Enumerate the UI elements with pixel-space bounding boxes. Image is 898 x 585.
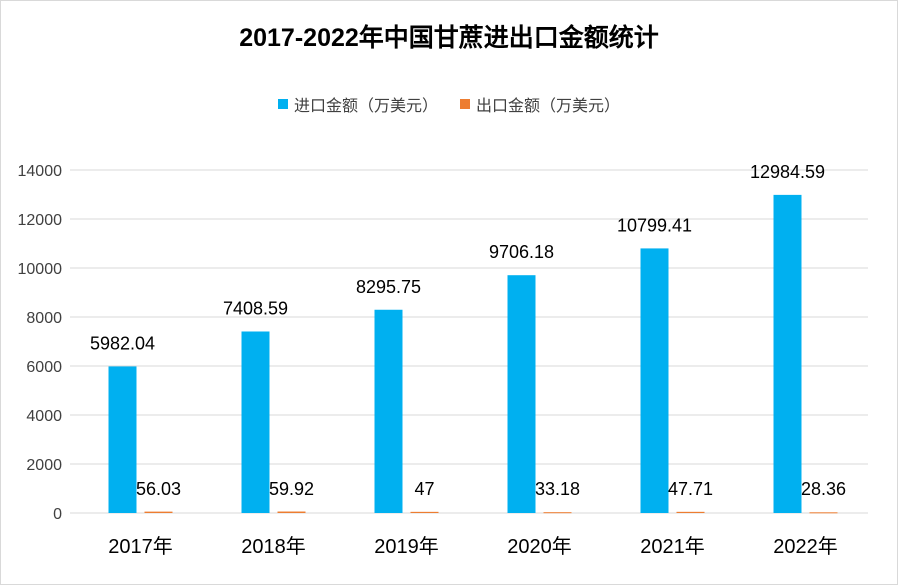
bar-export bbox=[809, 512, 838, 514]
data-label-export: 47 bbox=[414, 479, 434, 499]
data-label-import: 5982.04 bbox=[90, 333, 155, 353]
legend-swatch-export bbox=[460, 99, 470, 109]
bar-export bbox=[144, 511, 173, 513]
data-label-export: 56.03 bbox=[136, 479, 181, 499]
y-tick-label: 6000 bbox=[26, 359, 62, 376]
y-tick-label: 0 bbox=[53, 506, 62, 523]
legend-label-import: 进口金额（万美元） bbox=[293, 98, 438, 115]
legend-label-export: 出口金额（万美元） bbox=[476, 98, 621, 115]
bar-import bbox=[108, 366, 137, 513]
x-tick-label: 2019年 bbox=[374, 535, 439, 558]
data-label-import: 9706.18 bbox=[489, 242, 554, 262]
bar-export bbox=[410, 511, 439, 513]
data-label-export: 47.71 bbox=[668, 479, 713, 499]
bar-import bbox=[507, 275, 536, 513]
bar-export bbox=[676, 511, 705, 513]
y-tick-label: 10000 bbox=[18, 261, 63, 278]
data-label-export: 59.92 bbox=[269, 479, 314, 499]
data-label-import: 12984.59 bbox=[750, 162, 825, 182]
bar-export bbox=[277, 511, 306, 513]
x-tick-label: 2022年 bbox=[773, 535, 838, 558]
chart-title: 2017-2022年中国甘蔗进出口金额统计 bbox=[239, 24, 659, 52]
bar-import bbox=[374, 309, 403, 513]
data-label-import: 10799.41 bbox=[617, 215, 692, 235]
x-tick-label: 2020年 bbox=[507, 535, 572, 558]
data-label-export: 28.36 bbox=[801, 479, 846, 499]
y-tick-label: 8000 bbox=[26, 310, 62, 327]
bar-export bbox=[543, 512, 572, 514]
legend-item-export: 出口金额（万美元） bbox=[460, 92, 620, 116]
x-tick-label: 2017年 bbox=[108, 535, 173, 558]
x-tick-label: 2021年 bbox=[640, 535, 705, 558]
y-tick-label: 2000 bbox=[26, 457, 62, 474]
bar-import bbox=[640, 248, 669, 513]
legend-swatch-import bbox=[277, 99, 288, 109]
legend-item-import: 进口金额（万美元） bbox=[277, 92, 438, 116]
y-tick-label: 4000 bbox=[26, 408, 62, 425]
data-label-export: 33.18 bbox=[535, 479, 580, 499]
data-label-import: 7408.59 bbox=[223, 298, 288, 318]
data-label-import: 8295.75 bbox=[356, 277, 421, 297]
legend: 进口金额（万美元） 出口金额（万美元） bbox=[0, 92, 898, 116]
x-tick-label: 2018年 bbox=[241, 535, 306, 558]
bar-import bbox=[773, 194, 802, 513]
bar-import bbox=[241, 331, 270, 513]
y-tick-label: 12000 bbox=[18, 212, 63, 229]
y-tick-label: 14000 bbox=[18, 163, 63, 180]
